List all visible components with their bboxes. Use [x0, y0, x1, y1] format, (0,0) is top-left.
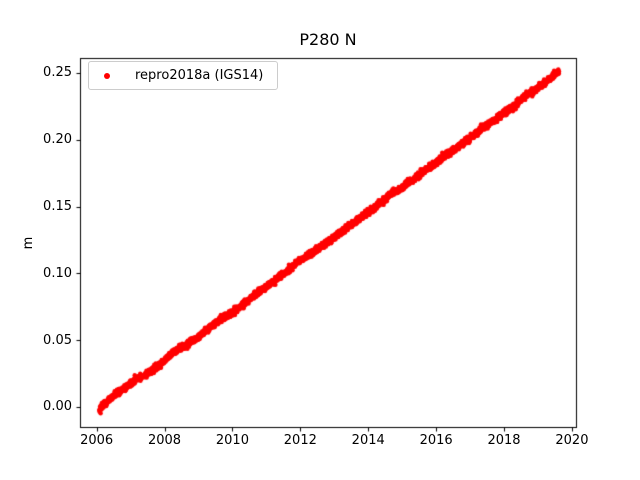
- y-tick-label: 0.10: [43, 265, 72, 281]
- x-tick-label: 2012: [283, 433, 317, 448]
- x-tick-label: 2020: [555, 433, 589, 448]
- x-tick-label: 2018: [487, 433, 521, 448]
- y-tick-label: 0.05: [43, 332, 72, 348]
- x-tick-label: 2008: [147, 433, 182, 448]
- x-tick-label: 2014: [351, 433, 385, 448]
- legend-entry-label: repro2018a (IGS14): [135, 68, 264, 83]
- x-tick-label: 2016: [419, 433, 453, 448]
- legend-marker-dot-icon: [104, 72, 110, 79]
- y-tick-label: 0.00: [43, 399, 72, 415]
- x-tick-label: 2010: [215, 433, 249, 448]
- y-tick-label: 0.25: [43, 65, 72, 81]
- legend: repro2018a (IGS14): [88, 61, 278, 90]
- chart-title: P280 N: [299, 30, 357, 49]
- y-axis-label: m: [21, 236, 36, 250]
- y-tick-label: 0.15: [43, 199, 72, 215]
- x-tick-label: 2006: [80, 433, 114, 448]
- y-tick-label: 0.20: [43, 132, 72, 148]
